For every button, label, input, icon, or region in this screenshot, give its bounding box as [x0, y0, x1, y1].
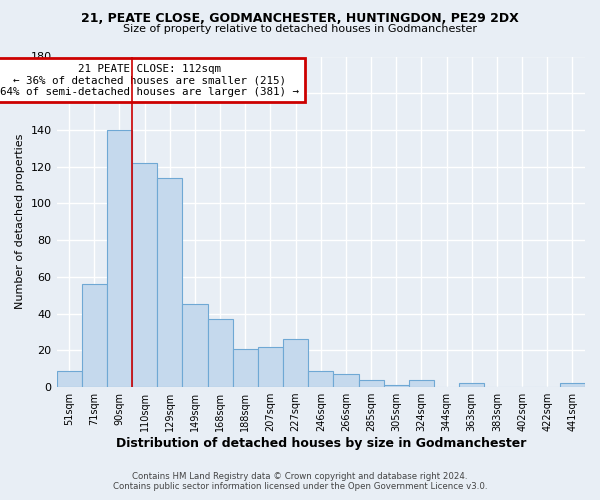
Text: 21 PEATE CLOSE: 112sqm
← 36% of detached houses are smaller (215)
64% of semi-de: 21 PEATE CLOSE: 112sqm ← 36% of detached…: [0, 64, 299, 97]
Bar: [208, 319, 233, 387]
Bar: [258, 346, 283, 387]
Bar: [334, 374, 359, 387]
Bar: [409, 380, 434, 387]
Bar: [157, 178, 182, 387]
X-axis label: Distribution of detached houses by size in Godmanchester: Distribution of detached houses by size …: [116, 437, 526, 450]
Bar: [560, 384, 585, 387]
Bar: [308, 370, 334, 387]
Bar: [383, 385, 409, 387]
Text: Contains HM Land Registry data © Crown copyright and database right 2024.
Contai: Contains HM Land Registry data © Crown c…: [113, 472, 487, 491]
Text: 21, PEATE CLOSE, GODMANCHESTER, HUNTINGDON, PE29 2DX: 21, PEATE CLOSE, GODMANCHESTER, HUNTINGD…: [81, 12, 519, 26]
Bar: [283, 340, 308, 387]
Bar: [82, 284, 107, 387]
Bar: [459, 384, 484, 387]
Bar: [359, 380, 383, 387]
Bar: [182, 304, 208, 387]
Bar: [132, 163, 157, 387]
Y-axis label: Number of detached properties: Number of detached properties: [15, 134, 25, 310]
Bar: [107, 130, 132, 387]
Bar: [233, 348, 258, 387]
Text: Size of property relative to detached houses in Godmanchester: Size of property relative to detached ho…: [123, 24, 477, 34]
Bar: [56, 370, 82, 387]
